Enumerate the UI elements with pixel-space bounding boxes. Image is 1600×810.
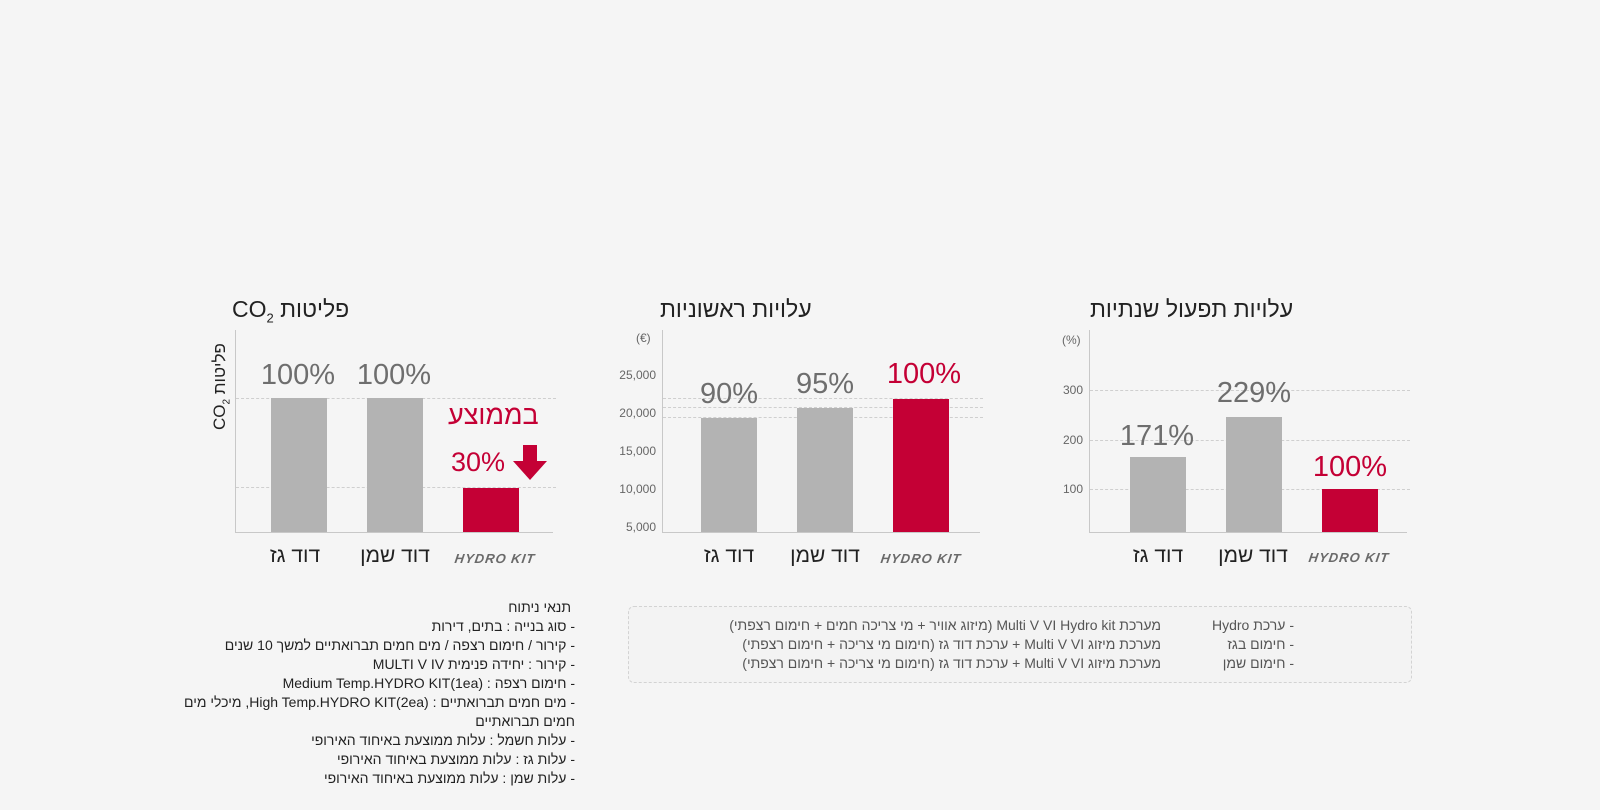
annual-bar-gas (1130, 457, 1186, 532)
initial-value-label: 95% (795, 368, 855, 400)
initial-bar-oil (797, 408, 853, 532)
co2-value-label: 100% (356, 359, 432, 391)
legend-desc: מערכת מיזוג Multi V VI + ערכת דוד גז (חי… (742, 636, 1161, 652)
down-arrow-icon (513, 445, 547, 480)
hydrokit-logo: HYDRO KIT (1307, 550, 1391, 565)
annual-value-label: 100% (1312, 451, 1388, 483)
y-tick: 10,000 (619, 482, 656, 496)
co2-category-label: דוד גז (269, 544, 321, 567)
initial-cost-title: עלויות ראשוניות (660, 296, 812, 322)
co2-y-axis-label: פליטות CO2 (210, 343, 232, 430)
notes-item: - מים חמים תברואתיים : High Temp.HYDRO K… (184, 694, 575, 729)
legend-box: - ערכת Hydro מערכת Multi V VI Hydro kit … (628, 606, 1412, 683)
initial-cost-unit: (€) (636, 331, 651, 345)
co2-bar-gas (271, 398, 327, 532)
co2-chart-title: פליטות CO2 (232, 296, 349, 326)
legend-desc: מערכת Multi V VI Hydro kit (מיזוג אוויר … (729, 617, 1161, 633)
co2-reduction-label: 30% (451, 447, 506, 477)
annual-bar-hydrokit (1322, 489, 1378, 532)
initial-value-label: 90% (699, 378, 759, 410)
y-tick: 20,000 (619, 406, 656, 420)
initial-value-label: 100% (886, 358, 962, 390)
annual-gridline (1090, 390, 1410, 391)
co2-bar-oil (367, 398, 423, 532)
y-tick: 100 (1062, 482, 1083, 496)
notes-item: - סוג בנייה : בתים, דירות (431, 618, 575, 634)
annual-category-label: דוד גז (1132, 544, 1184, 567)
annual-value-label: 229% (1216, 377, 1292, 409)
legend-label: - ערכת Hydro (1211, 617, 1294, 633)
y-tick: 300 (1062, 383, 1083, 397)
annual-value-label: 171% (1119, 420, 1195, 452)
notes-item: - עלות חשמל : עלות ממוצעת באיחוד האירופי (311, 732, 575, 748)
annual-bar-oil (1226, 417, 1282, 532)
legend-label: - חימום שמן (1222, 655, 1294, 671)
initial-bar-hydrokit (893, 399, 949, 532)
notes-item: - קירור / חימום רצפה / מים חמים תברואתיי… (224, 637, 575, 653)
notes-item: - קירור : יחידה פנימית MULTI V IV (372, 656, 575, 672)
co2-title-text: פליטות CO (232, 296, 350, 322)
y-tick: 5,000 (625, 520, 656, 534)
initial-x-axis (662, 532, 980, 533)
y-tick: 15,000 (619, 444, 656, 458)
co2-average-label: בממוצע (448, 400, 539, 430)
co2-x-axis (235, 532, 553, 533)
co2-category-label: דוד שמן (360, 544, 430, 567)
annual-cost-title: עלויות תפעול שנתיות (1090, 296, 1294, 322)
notes-item: - עלות שמן : עלות ממוצעת באיחוד האירופי (323, 770, 575, 786)
notes-title: תנאי ניתוח (508, 599, 571, 615)
initial-y-axis (662, 330, 663, 533)
hydrokit-logo: HYDRO KIT (879, 551, 963, 566)
legend-label: - חימום בגז (1227, 636, 1294, 652)
co2-ylabel-text: פליטות CO (210, 343, 229, 430)
initial-category-label: דוד גז (703, 544, 755, 567)
legend-desc: מערכת מיזוג Multi V VI + ערכת דוד גז (חי… (742, 655, 1161, 671)
co2-title-sub: 2 (266, 310, 274, 326)
annual-y-axis (1089, 330, 1090, 533)
initial-gridline (663, 407, 983, 408)
annual-x-axis (1089, 532, 1407, 533)
notes-item: - חימום רצפה : Medium Temp.HYDRO KIT(1ea… (282, 675, 575, 691)
y-tick: 200 (1062, 433, 1083, 447)
annual-cost-unit: (%) (1062, 333, 1081, 347)
hydrokit-logo: HYDRO KIT (453, 551, 537, 566)
y-tick: 25,000 (619, 368, 656, 382)
notes-item: - עלות גז : עלות ממוצעת באיחוד האירופי (336, 751, 575, 767)
annual-category-label: דוד שמן (1218, 544, 1288, 567)
co2-value-label: 100% (260, 359, 336, 391)
initial-gridline (663, 398, 983, 399)
co2-y-axis (235, 330, 236, 533)
initial-category-label: דוד שמן (790, 544, 860, 567)
initial-bar-gas (701, 418, 757, 532)
co2-bar-hydrokit (463, 488, 519, 532)
analysis-conditions: תנאי ניתוח - סוג בנייה : בתים, דירות - ק… (160, 598, 575, 788)
